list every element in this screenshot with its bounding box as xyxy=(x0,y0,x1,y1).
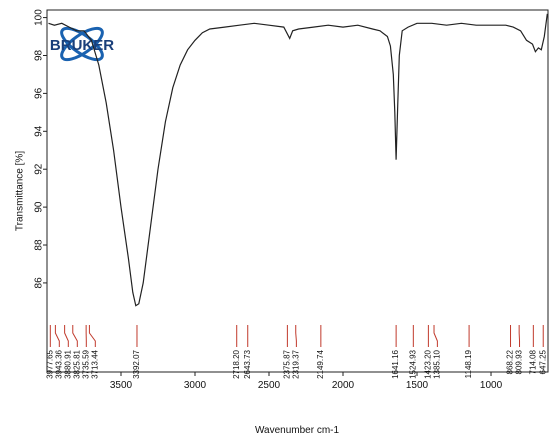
x-tick-label: 3500 xyxy=(110,380,133,391)
peak-marker xyxy=(72,325,78,347)
peak-label: 3825.81 xyxy=(72,349,81,378)
y-tick-label: 92 xyxy=(34,163,45,175)
y-tick-label: 96 xyxy=(34,87,45,99)
peak-marker xyxy=(88,325,96,347)
peak-label: 3735.59 xyxy=(81,349,90,378)
y-tick-label: 98 xyxy=(34,49,45,61)
peak-label: 3713.44 xyxy=(90,349,99,378)
peak-label: 2375.87 xyxy=(282,349,291,378)
logo: BRUKER xyxy=(50,26,114,62)
y-tick-label: 94 xyxy=(34,125,45,137)
peak-label: 3880.91 xyxy=(63,349,72,378)
peak-label: 2149.74 xyxy=(316,349,325,378)
y-tick-label: 90 xyxy=(34,201,45,213)
peak-label: 2319.37 xyxy=(291,349,300,378)
plot-frame xyxy=(46,9,549,373)
peak-marker xyxy=(295,325,297,347)
peak-label: 1385.10 xyxy=(432,349,441,378)
peak-marker xyxy=(54,325,60,347)
peak-label: 3392.07 xyxy=(132,349,141,378)
peak-marker xyxy=(64,325,69,347)
peak-label: 868.22 xyxy=(506,349,515,374)
peak-label: 1641.16 xyxy=(391,349,400,378)
y-axis-label: Transmittance [%] xyxy=(15,151,26,231)
logo-orbit xyxy=(60,26,104,62)
peak-label: 3977.65 xyxy=(45,349,54,378)
peak-label: 1524.93 xyxy=(408,349,417,378)
y-tick-label: 100 xyxy=(34,9,45,26)
spectrum-line xyxy=(48,13,548,307)
x-tick-label: 3000 xyxy=(184,380,207,391)
peak-label: 647.25 xyxy=(538,349,547,374)
peak-label: 714.08 xyxy=(528,349,537,374)
logo-orbit xyxy=(60,26,104,62)
x-axis-label: Wavenumber cm-1 xyxy=(255,425,340,436)
logo-text: BRUKER xyxy=(50,37,114,54)
peak-label: 1423.20 xyxy=(423,349,432,378)
x-tick-label: 2500 xyxy=(258,380,281,391)
y-tick-label: 88 xyxy=(34,239,45,251)
x-tick-label: 1000 xyxy=(480,380,503,391)
y-tick-label: 86 xyxy=(34,277,45,289)
peak-label: 1148.19 xyxy=(464,349,473,378)
peak-marker xyxy=(433,325,438,347)
peak-label: 3943.36 xyxy=(54,349,63,378)
peak-label: 2643.73 xyxy=(243,349,252,378)
x-tick-label: 2000 xyxy=(332,380,355,391)
x-tick-label: 1500 xyxy=(406,380,429,391)
peak-label: 2718.20 xyxy=(232,349,241,378)
peak-label: 809.93 xyxy=(515,349,524,374)
